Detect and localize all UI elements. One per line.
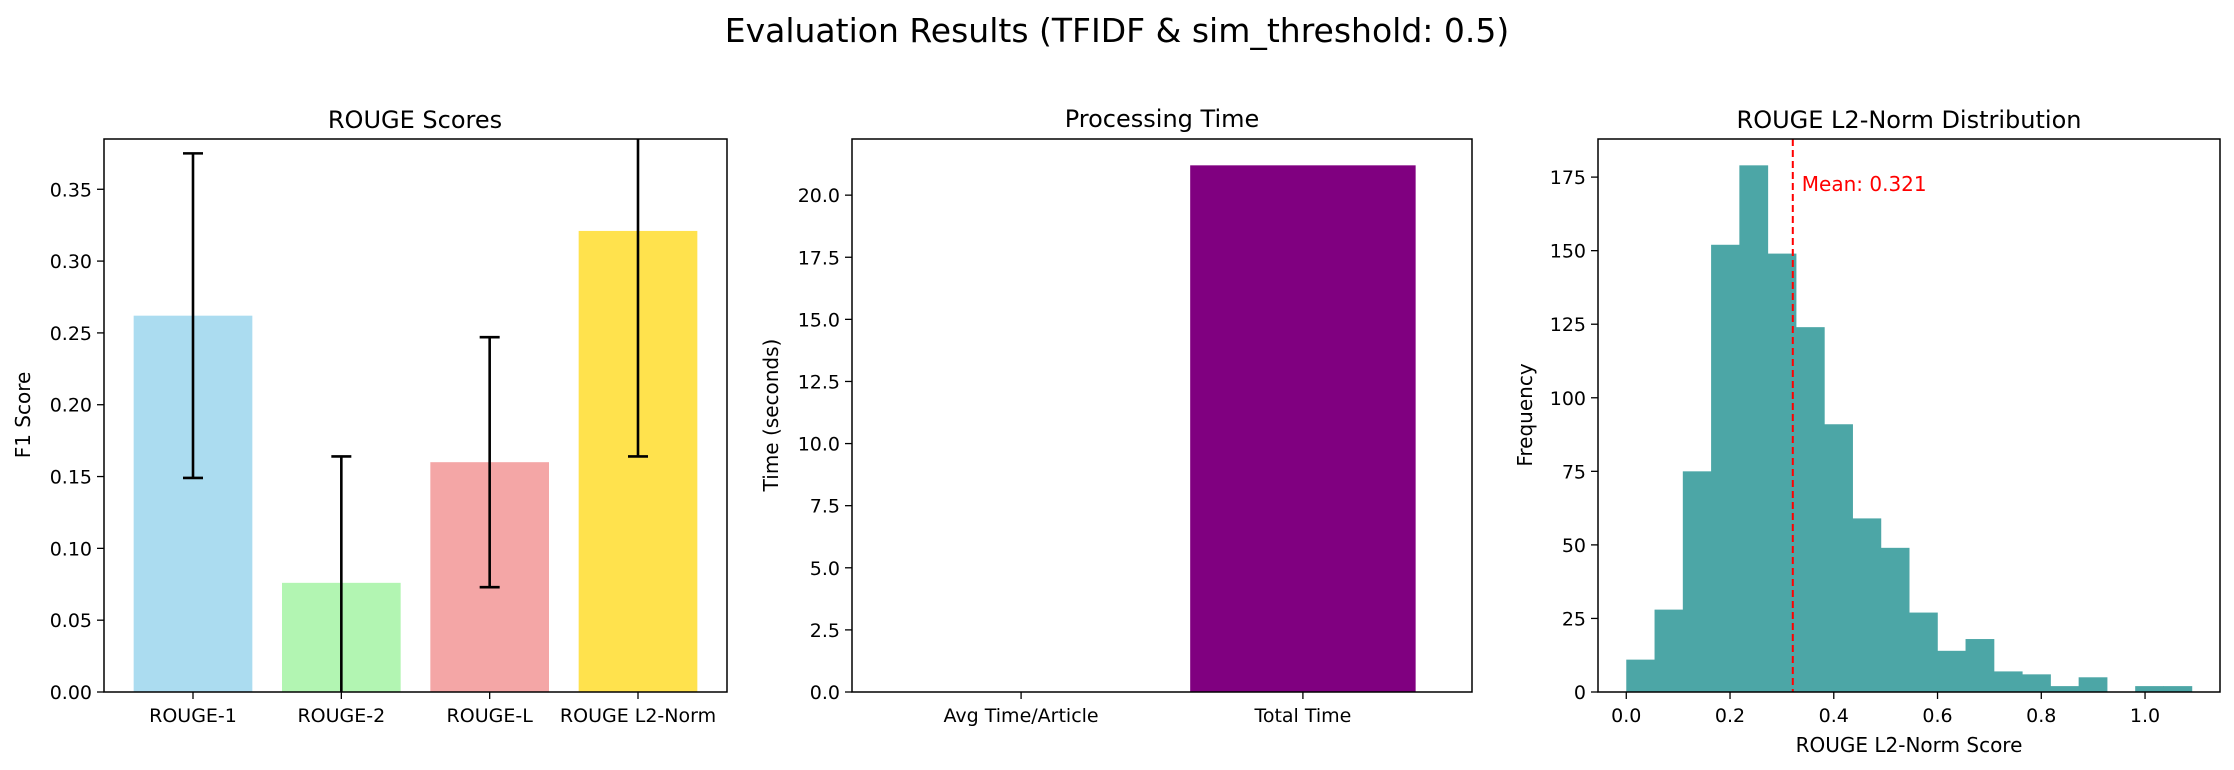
processing-time-ytick-label: 15.0 [798, 309, 840, 331]
processing-time-ytick-label: 0.0 [810, 682, 840, 704]
l2-distribution-ytick-label: 125 [1550, 314, 1586, 336]
processing-time-ytick-label: 12.5 [798, 371, 840, 393]
l2-distribution-xtick-label: 0.6 [1922, 705, 1952, 727]
l2-distribution-bin [1654, 609, 1684, 692]
rouge-scores-title: ROUGE Scores [328, 106, 502, 134]
l2-distribution-ytick-label: 50 [1562, 535, 1586, 557]
l2-distribution-ylabel: Frequency [1513, 363, 1537, 466]
rouge-scores-ytick-label: 0.00 [50, 682, 92, 704]
l2-distribution-bin [1965, 639, 1995, 692]
rouge-scores-error-bars [183, 139, 648, 692]
l2-distribution-xtick-label: 0.4 [1819, 705, 1849, 727]
l2-distribution-ytick-label: 0 [1574, 682, 1586, 704]
processing-time-xtick-label: Total Time [1253, 705, 1351, 727]
l2-distribution-bin [1937, 650, 1967, 692]
l2-distribution-ytick-label: 75 [1562, 461, 1586, 483]
l2-distribution-bin [2163, 686, 2193, 692]
l2-distribution-ytick-label: 100 [1550, 388, 1586, 410]
l2-distribution-xtick-label: 1.0 [2130, 705, 2160, 727]
l2-distribution-title: ROUGE L2-Norm Distribution [1737, 106, 2082, 134]
l2-distribution-bin [1909, 612, 1938, 692]
rouge-scores-ytick-label: 0.25 [50, 323, 92, 345]
processing-time-ytick-label: 5.0 [810, 558, 840, 580]
l2-distribution-ytick-label: 150 [1550, 241, 1586, 263]
l2-distribution-ytick-label: 25 [1562, 608, 1586, 630]
rouge-scores-xtick-label: ROUGE-L [447, 705, 534, 727]
rouge-scores-xtick-label: ROUGE-2 [297, 705, 385, 727]
processing-time-ytick-label: 2.5 [810, 620, 840, 642]
l2-distribution-bin [1767, 253, 1797, 692]
processing-time-ytick-label: 17.5 [798, 247, 840, 269]
l2-distribution-bin [1880, 547, 1910, 692]
l2-distribution-panel: ROUGE L2-Norm Distribution Frequency ROU… [1513, 106, 2221, 757]
processing-time-bar [1190, 165, 1416, 693]
l2-distribution-bin [1682, 471, 1712, 692]
processing-time-axes-frame [851, 138, 1473, 693]
l2-distribution-axes-frame [1597, 138, 2221, 693]
processing-time-title: Processing Time [1065, 105, 1260, 133]
rouge-scores-panel: ROUGE Scores F1 Score 0.00 0.05 0.10 0.15 0.… [11, 106, 728, 727]
l2-distribution-xtick-label: 0.8 [2026, 705, 2056, 727]
l2-distribution-ytick-label: 175 [1550, 167, 1586, 189]
rouge-scores-xtick-label: ROUGE-1 [149, 705, 237, 727]
l2-distribution-xtick-label: 0.0 [1611, 705, 1641, 727]
processing-time-ytick-label: 7.5 [810, 496, 840, 518]
rouge-scores-ytick-label: 0.05 [50, 610, 92, 632]
l2-distribution-bin [1824, 424, 1853, 692]
rouge-scores-xtick-label: ROUGE L2-Norm [560, 705, 716, 727]
l2-distribution-xtick-label: 0.2 [1715, 705, 1745, 727]
l2-distribution-bin [1739, 165, 1769, 693]
rouge-scores-ytick-label: 0.30 [50, 251, 92, 273]
l2-distribution-bin [2135, 686, 2164, 692]
processing-time-xtick-label: Avg Time/Article [944, 705, 1099, 727]
l2-distribution-bin [1626, 659, 1656, 692]
l2-distribution-xlabel: ROUGE L2-Norm Score [1796, 733, 2023, 757]
l2-distribution-bin [2022, 674, 2051, 692]
l2-distribution-bin [1852, 518, 1882, 692]
l2-distribution-bin [1795, 327, 1825, 692]
rouge-scores-ytick-label: 0.10 [50, 538, 92, 560]
rouge-scores-axes-frame [103, 138, 728, 693]
l2-distribution-bin [1993, 671, 2023, 692]
rouge-scores-ytick-label: 0.20 [50, 395, 92, 417]
processing-time-ytick-label: 20.0 [798, 185, 840, 207]
figure-title: Evaluation Results (TFIDF & sim_threshol… [725, 11, 1510, 50]
rouge-scores-ytick-label: 0.15 [50, 467, 92, 489]
processing-time-panel: Processing Time Time (seconds) 0.0 2.5 5.0… [759, 105, 1473, 727]
rouge-scores-ylabel: F1 Score [11, 372, 35, 459]
l2-distribution-bin [2078, 677, 2108, 692]
l2-distribution-bin [1711, 244, 1740, 693]
processing-time-ytick-label: 10.0 [798, 434, 840, 456]
mean-label: Mean: 0.321 [1802, 172, 1927, 196]
processing-time-ylabel: Time (seconds) [759, 339, 783, 493]
rouge-scores-ytick-label: 0.35 [50, 179, 92, 201]
l2-distribution-bin [2050, 686, 2080, 692]
